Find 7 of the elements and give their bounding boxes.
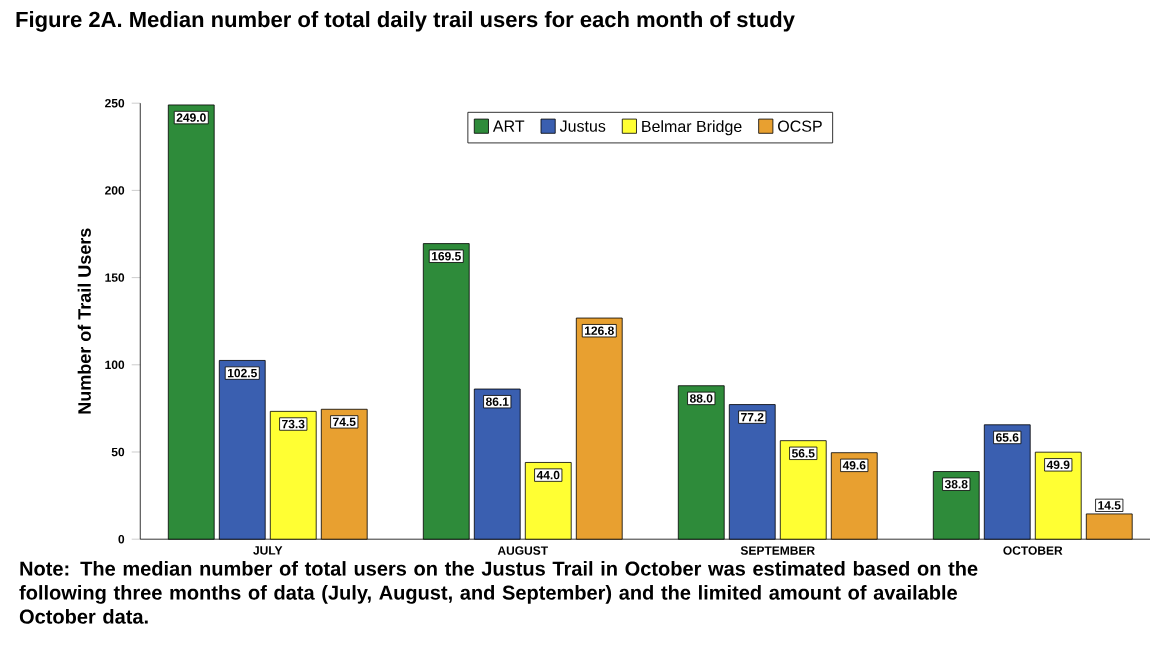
legend-label: ART — [492, 120, 525, 132]
legend-label: Belmar Bridge — [642, 120, 742, 136]
chart-title: Figure 2A. Median number of total daily trail users for each month of study — [16, 11, 795, 32]
legend-label: OCSP — [778, 120, 822, 132]
y-axis-title: Number of Trail Users — [77, 228, 91, 414]
text: Note: The median number of total users on the Justus Trail in October was estimated based on the following three months of data (July, August, and September) and the limited amount of available October data. — [19, 561, 978, 624]
legend-label: Justus — [559, 120, 606, 132]
